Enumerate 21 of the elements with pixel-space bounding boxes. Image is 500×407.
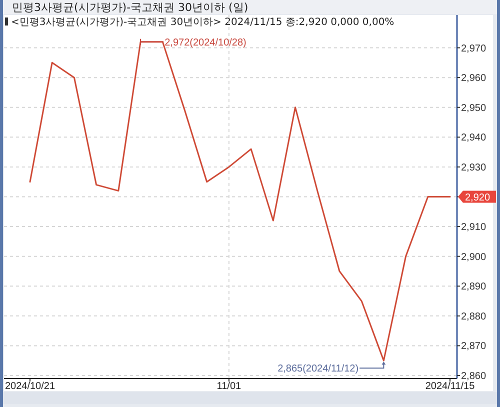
ytick-label: 2,880: [461, 311, 486, 322]
ytick-label: 2,910: [461, 222, 486, 234]
ytick-label: 2,900: [461, 252, 486, 263]
xtick-label: 11/01: [216, 381, 242, 392]
data-label: 2,865(2024/11/12): [278, 364, 359, 375]
ytick-label: 2,890: [461, 282, 486, 293]
data-label: 2,920: [465, 192, 490, 204]
ytick-label: 2,860: [461, 371, 486, 382]
xtick-label: 2024/11/15: [425, 381, 475, 392]
ytick-label: 2,960: [461, 73, 486, 84]
value-label: 2,865(2024/11/12): [278, 362, 386, 375]
value-label: 2,972(2024/10/28): [140, 37, 246, 48]
title: 민평3사평균(시가평가)-국고채권 30년이하 (일): [12, 1, 248, 14]
xtick-label: 2024/10/21: [4, 381, 56, 392]
data-label: 2,972(2024/10/28): [164, 37, 246, 48]
ytick-label: 2,930: [461, 162, 486, 174]
ytick-label: 2,970: [461, 43, 486, 54]
subtitle: <민평3사평균(시가평가)-국고채권 30년이하> 2024/11/15 종:2,920 0,000 0,00%: [11, 17, 394, 28]
ytick-label: 2,870: [461, 341, 486, 352]
ytick-label: 2,950: [461, 102, 486, 114]
ytick-label: 2,940: [461, 132, 486, 144]
